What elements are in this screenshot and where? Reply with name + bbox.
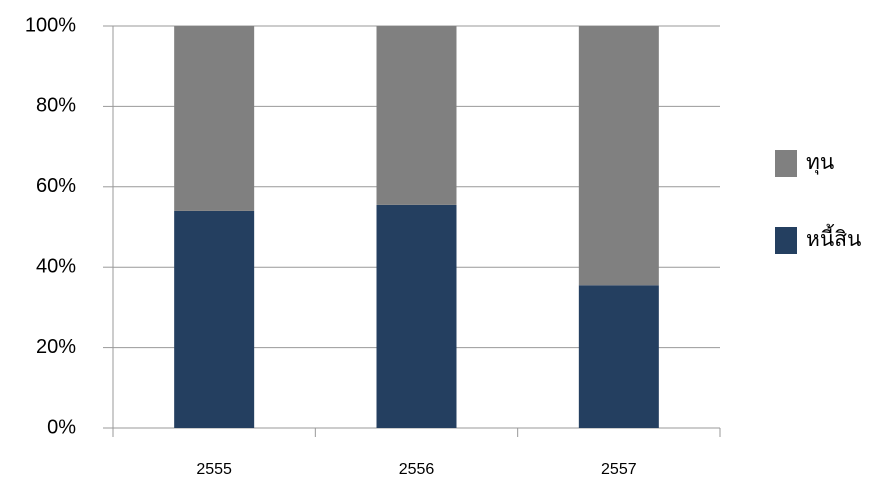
legend-swatch: [775, 150, 797, 177]
bar-segment: [174, 210, 255, 428]
x-tick-label: 2555: [196, 461, 232, 478]
y-tick-label: 100%: [25, 14, 76, 36]
bar-segment: [376, 26, 457, 205]
legend-label: หนี้สิน: [806, 224, 861, 251]
bar-segment: [578, 285, 659, 428]
y-tick-label: 20%: [36, 336, 76, 358]
legend-label: ทุน: [806, 150, 834, 175]
x-tick-label: 2556: [399, 461, 435, 478]
y-tick-label: 60%: [36, 175, 76, 197]
y-tick-label: 0%: [47, 416, 76, 438]
bar-segment: [578, 26, 659, 286]
x-tick-label: 2557: [601, 461, 637, 478]
y-tick-label: 80%: [36, 95, 76, 117]
bar-segment: [376, 204, 457, 428]
legend-swatch: [775, 227, 797, 254]
y-tick-label: 40%: [36, 255, 76, 277]
bar-segment: [174, 26, 255, 211]
